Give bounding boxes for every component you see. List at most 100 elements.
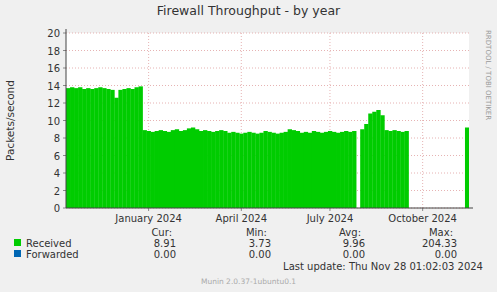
area-segment xyxy=(276,134,280,208)
area-segment xyxy=(332,132,336,208)
area-segment xyxy=(183,130,187,208)
area-segment xyxy=(388,131,392,208)
y-axis xyxy=(66,29,67,208)
y-tick-label: 2 xyxy=(54,186,60,197)
area-segment xyxy=(187,128,191,208)
y-tick-label: 16 xyxy=(47,63,60,74)
watermark: RRDTOOL / TOBI OETIKER xyxy=(484,30,492,120)
area-segment xyxy=(130,89,134,208)
area-segment xyxy=(203,130,207,208)
grid-line xyxy=(422,33,423,208)
area-segment xyxy=(336,133,340,208)
y-axis-label: Packets/second xyxy=(4,80,16,161)
y-tick-label: 12 xyxy=(47,98,60,109)
area-segment xyxy=(392,130,396,208)
grid-line xyxy=(66,50,469,51)
area-segment xyxy=(151,132,155,208)
area-segment xyxy=(396,131,400,208)
footer: Munin 2.0.37-1ubuntu0.1 xyxy=(201,277,296,286)
area-segment xyxy=(191,128,195,209)
area-segment xyxy=(348,132,352,208)
x-tick-label: July 2024 xyxy=(306,213,354,224)
title: Firewall Throughput - by year xyxy=(157,3,341,18)
area-segment xyxy=(167,132,171,208)
plot-area xyxy=(66,33,469,208)
area-segment xyxy=(78,87,82,208)
area-segment xyxy=(280,133,284,208)
area-segment xyxy=(239,134,243,208)
area-segment xyxy=(324,132,328,208)
area-segment xyxy=(251,133,255,208)
stat-value: 3.73 xyxy=(249,238,271,249)
stat-header: Min: xyxy=(246,227,267,238)
area-segment xyxy=(143,130,147,208)
area-segment xyxy=(139,86,143,208)
area-segment xyxy=(243,133,247,208)
area-segment xyxy=(86,88,90,208)
stat-header: Max: xyxy=(429,227,453,238)
area-segment xyxy=(114,98,118,208)
area-segment xyxy=(223,131,227,208)
area-segment xyxy=(292,130,296,208)
area-segment xyxy=(360,129,364,208)
area-segment xyxy=(235,133,239,208)
stat-value: 0.00 xyxy=(435,249,457,260)
area-segment xyxy=(465,128,469,209)
area-segment xyxy=(247,132,251,208)
area-segment xyxy=(368,114,372,209)
area-segment xyxy=(110,90,114,208)
area-segment xyxy=(284,132,288,208)
stat-value: 204.33 xyxy=(422,238,457,249)
legend-label: Received xyxy=(26,238,72,249)
area-segment xyxy=(70,87,74,208)
area-segment xyxy=(384,130,388,208)
stat-value: 0.00 xyxy=(154,249,176,260)
grid-line xyxy=(66,33,469,34)
chart: Firewall Throughput - by year Packets/sec… xyxy=(0,0,497,292)
area-segment xyxy=(207,131,211,208)
y-tick-label: 4 xyxy=(54,168,60,179)
legend-label: Forwarded xyxy=(26,249,79,260)
grid-line xyxy=(66,68,469,69)
stat-value: 8.91 xyxy=(154,238,176,249)
area-segment xyxy=(296,131,300,208)
area-segment xyxy=(231,132,235,208)
area-segment xyxy=(135,87,139,208)
area-segment xyxy=(74,88,78,208)
stat-value: 0.00 xyxy=(343,249,365,260)
marks xyxy=(66,86,469,208)
area-segment xyxy=(380,115,384,208)
x-tick-label: January 2024 xyxy=(114,213,182,224)
area-segment xyxy=(155,131,159,208)
area-segment xyxy=(288,129,292,208)
area-segment xyxy=(147,131,151,208)
area-segment xyxy=(126,88,130,208)
area-segment xyxy=(352,131,356,208)
area-segment xyxy=(268,132,272,208)
area-segment xyxy=(82,89,86,208)
area-segment xyxy=(372,112,376,208)
area-segment xyxy=(122,89,126,208)
grid-line xyxy=(66,85,469,86)
area-segment xyxy=(340,132,344,208)
area-segment xyxy=(272,133,276,208)
y-tick-label: 0 xyxy=(54,203,60,214)
y-tick-label: 20 xyxy=(47,28,60,39)
x-axis xyxy=(66,208,473,209)
area-segment xyxy=(304,132,308,208)
area-segment xyxy=(405,131,409,208)
area-segment xyxy=(219,130,223,208)
area-segment xyxy=(118,90,122,208)
area-segment xyxy=(66,88,70,208)
y-tick-label: 14 xyxy=(47,81,60,92)
area-segment xyxy=(159,130,163,208)
y-tick-label: 6 xyxy=(54,151,60,162)
area-segment xyxy=(376,110,380,208)
area-segment xyxy=(227,133,231,208)
area-segment xyxy=(255,134,259,208)
area-segment xyxy=(171,130,175,208)
area-segment xyxy=(316,132,320,208)
area-segment xyxy=(102,88,106,208)
area-segment xyxy=(344,131,348,208)
area-segment xyxy=(175,129,179,208)
